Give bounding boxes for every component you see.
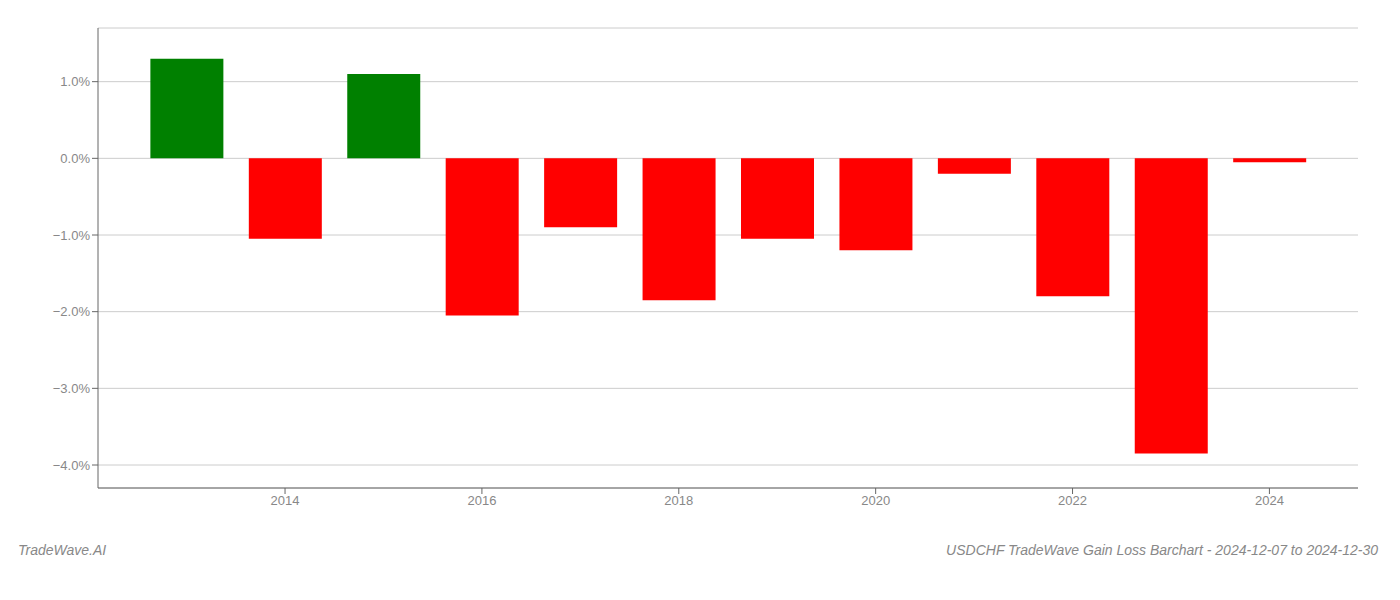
svg-text:1.0%: 1.0% bbox=[60, 74, 90, 89]
svg-text:−3.0%: −3.0% bbox=[53, 381, 91, 396]
svg-text:0.0%: 0.0% bbox=[60, 151, 90, 166]
html-text:TradeWave.AI: TradeWave.AI bbox=[18, 542, 107, 558]
svg-text:2016: 2016 bbox=[467, 493, 496, 508]
svg-text:2022: 2022 bbox=[1058, 493, 1087, 508]
svg-text:2020: 2020 bbox=[861, 493, 890, 508]
svg-text:2014: 2014 bbox=[271, 493, 300, 508]
svg-text:−2.0%: −2.0% bbox=[53, 304, 91, 319]
svg-text:2024: 2024 bbox=[1255, 493, 1284, 508]
svg-text:−1.0%: −1.0% bbox=[53, 228, 91, 243]
svg-text:−4.0%: −4.0% bbox=[53, 458, 91, 473]
html-text:USDCHF TradeWave Gain Loss Bar: USDCHF TradeWave Gain Loss Barchart - 20… bbox=[946, 542, 1378, 558]
svg-text:2018: 2018 bbox=[664, 493, 693, 508]
